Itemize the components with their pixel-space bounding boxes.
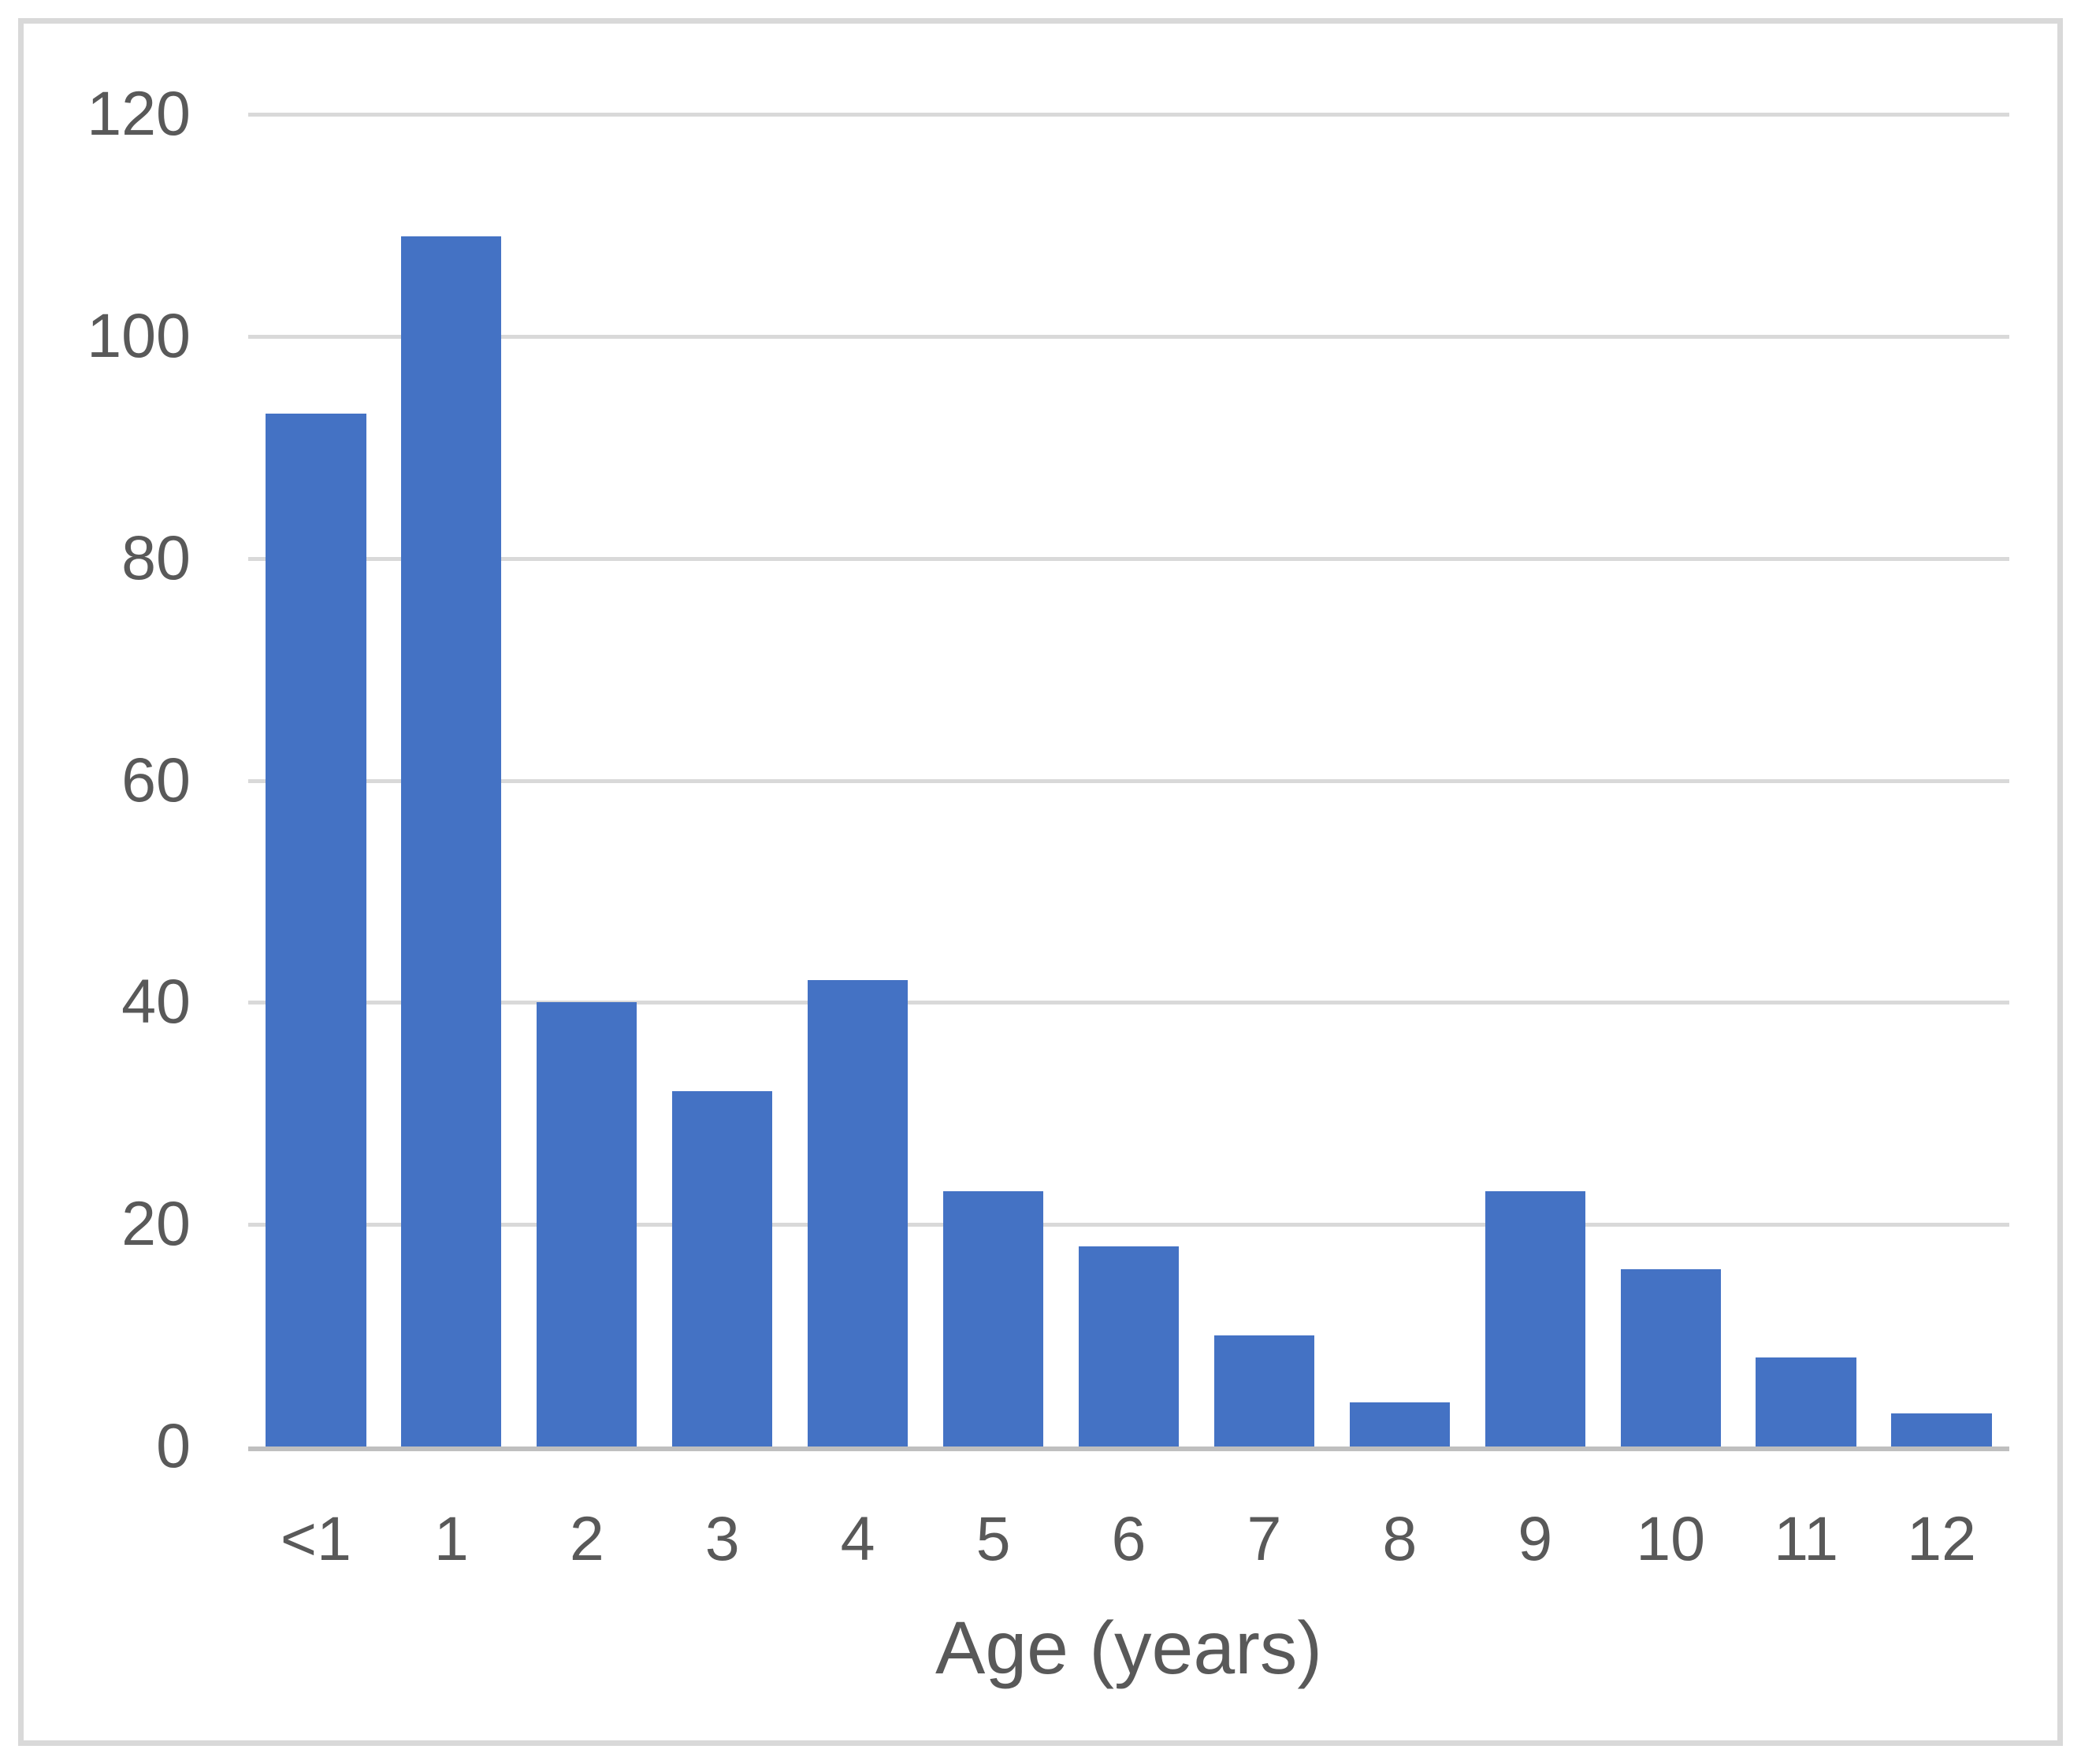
y-tick-label-20: 20 (121, 1188, 191, 1259)
bar-8 (1349, 1402, 1450, 1446)
bar-slot-9 (1467, 114, 1603, 1446)
gridline-20 (248, 1223, 2009, 1227)
bar-slot-11 (1738, 114, 1874, 1446)
x-tick-label-3: 3 (704, 1503, 740, 1573)
x-tick-label-5: 5 (975, 1503, 1011, 1573)
bar-4 (808, 980, 909, 1446)
x-axis-title: Age (years) (935, 1606, 1322, 1690)
bar-slot-2 (519, 114, 655, 1446)
bar-slot-5 (926, 114, 1061, 1446)
gridline-80 (248, 556, 2009, 561)
gridline-60 (248, 778, 2009, 783)
x-tick-label-9: 9 (1518, 1503, 1553, 1573)
bar-2 (537, 1002, 637, 1446)
bar-3 (672, 1091, 773, 1446)
y-tick-label-60: 60 (121, 744, 191, 815)
y-tick-label-100: 100 (87, 299, 191, 370)
bar-slot-6 (1061, 114, 1197, 1446)
y-tick-label-80: 80 (121, 522, 191, 592)
bar-slot-12 (1874, 114, 2009, 1446)
bar-6 (1078, 1246, 1180, 1446)
x-tick-label-10: 10 (1636, 1503, 1706, 1573)
bar-slot-3 (655, 114, 790, 1446)
bar-7 (1213, 1335, 1315, 1446)
y-tick-label-0: 0 (156, 1409, 191, 1480)
x-tick-label-12: 12 (1907, 1503, 1976, 1573)
x-tick-label-11: 11 (1774, 1503, 1839, 1573)
bar-10 (1620, 1268, 1721, 1446)
gridline-40 (248, 1001, 2009, 1005)
bar-slot-<1 (248, 114, 384, 1446)
x-tick-label-4: 4 (840, 1503, 875, 1573)
bar-series (248, 114, 2009, 1446)
x-tick-label-<1: <1 (280, 1503, 351, 1573)
bar-slot-8 (1332, 114, 1467, 1446)
gridline-120 (248, 113, 2009, 117)
bar-12 (1891, 1413, 1992, 1446)
x-tick-label-7: 7 (1247, 1503, 1282, 1573)
x-tick-label-6: 6 (1111, 1503, 1146, 1573)
bar-1 (401, 236, 502, 1446)
bar-slot-4 (790, 114, 926, 1446)
gridline-100 (248, 334, 2009, 339)
y-tick-label-40: 40 (121, 966, 191, 1037)
bar-5 (942, 1190, 1044, 1446)
x-tick-label-2: 2 (569, 1503, 604, 1573)
bar-11 (1756, 1357, 1856, 1446)
bar-slot-10 (1603, 114, 1738, 1446)
bar-slot-1 (384, 114, 519, 1446)
x-tick-label-8: 8 (1382, 1503, 1418, 1573)
y-axis: 0 20 40 60 80 100 120 (24, 82, 191, 1476)
plot-area (248, 113, 2009, 1451)
x-tick-label-1: 1 (433, 1503, 469, 1573)
y-tick-label-120: 120 (87, 77, 191, 148)
bar-9 (1485, 1190, 1585, 1446)
chart-frame: 0 20 40 60 80 100 120 <1 1 2 3 4 5 6 7 8 9 10 11 12 Age (y… (18, 18, 2063, 1746)
x-axis: <1 1 2 3 4 5 6 7 8 9 10 11 12 (248, 1502, 2009, 1576)
bar-slot-7 (1196, 114, 1332, 1446)
bar-<1 (266, 414, 366, 1446)
